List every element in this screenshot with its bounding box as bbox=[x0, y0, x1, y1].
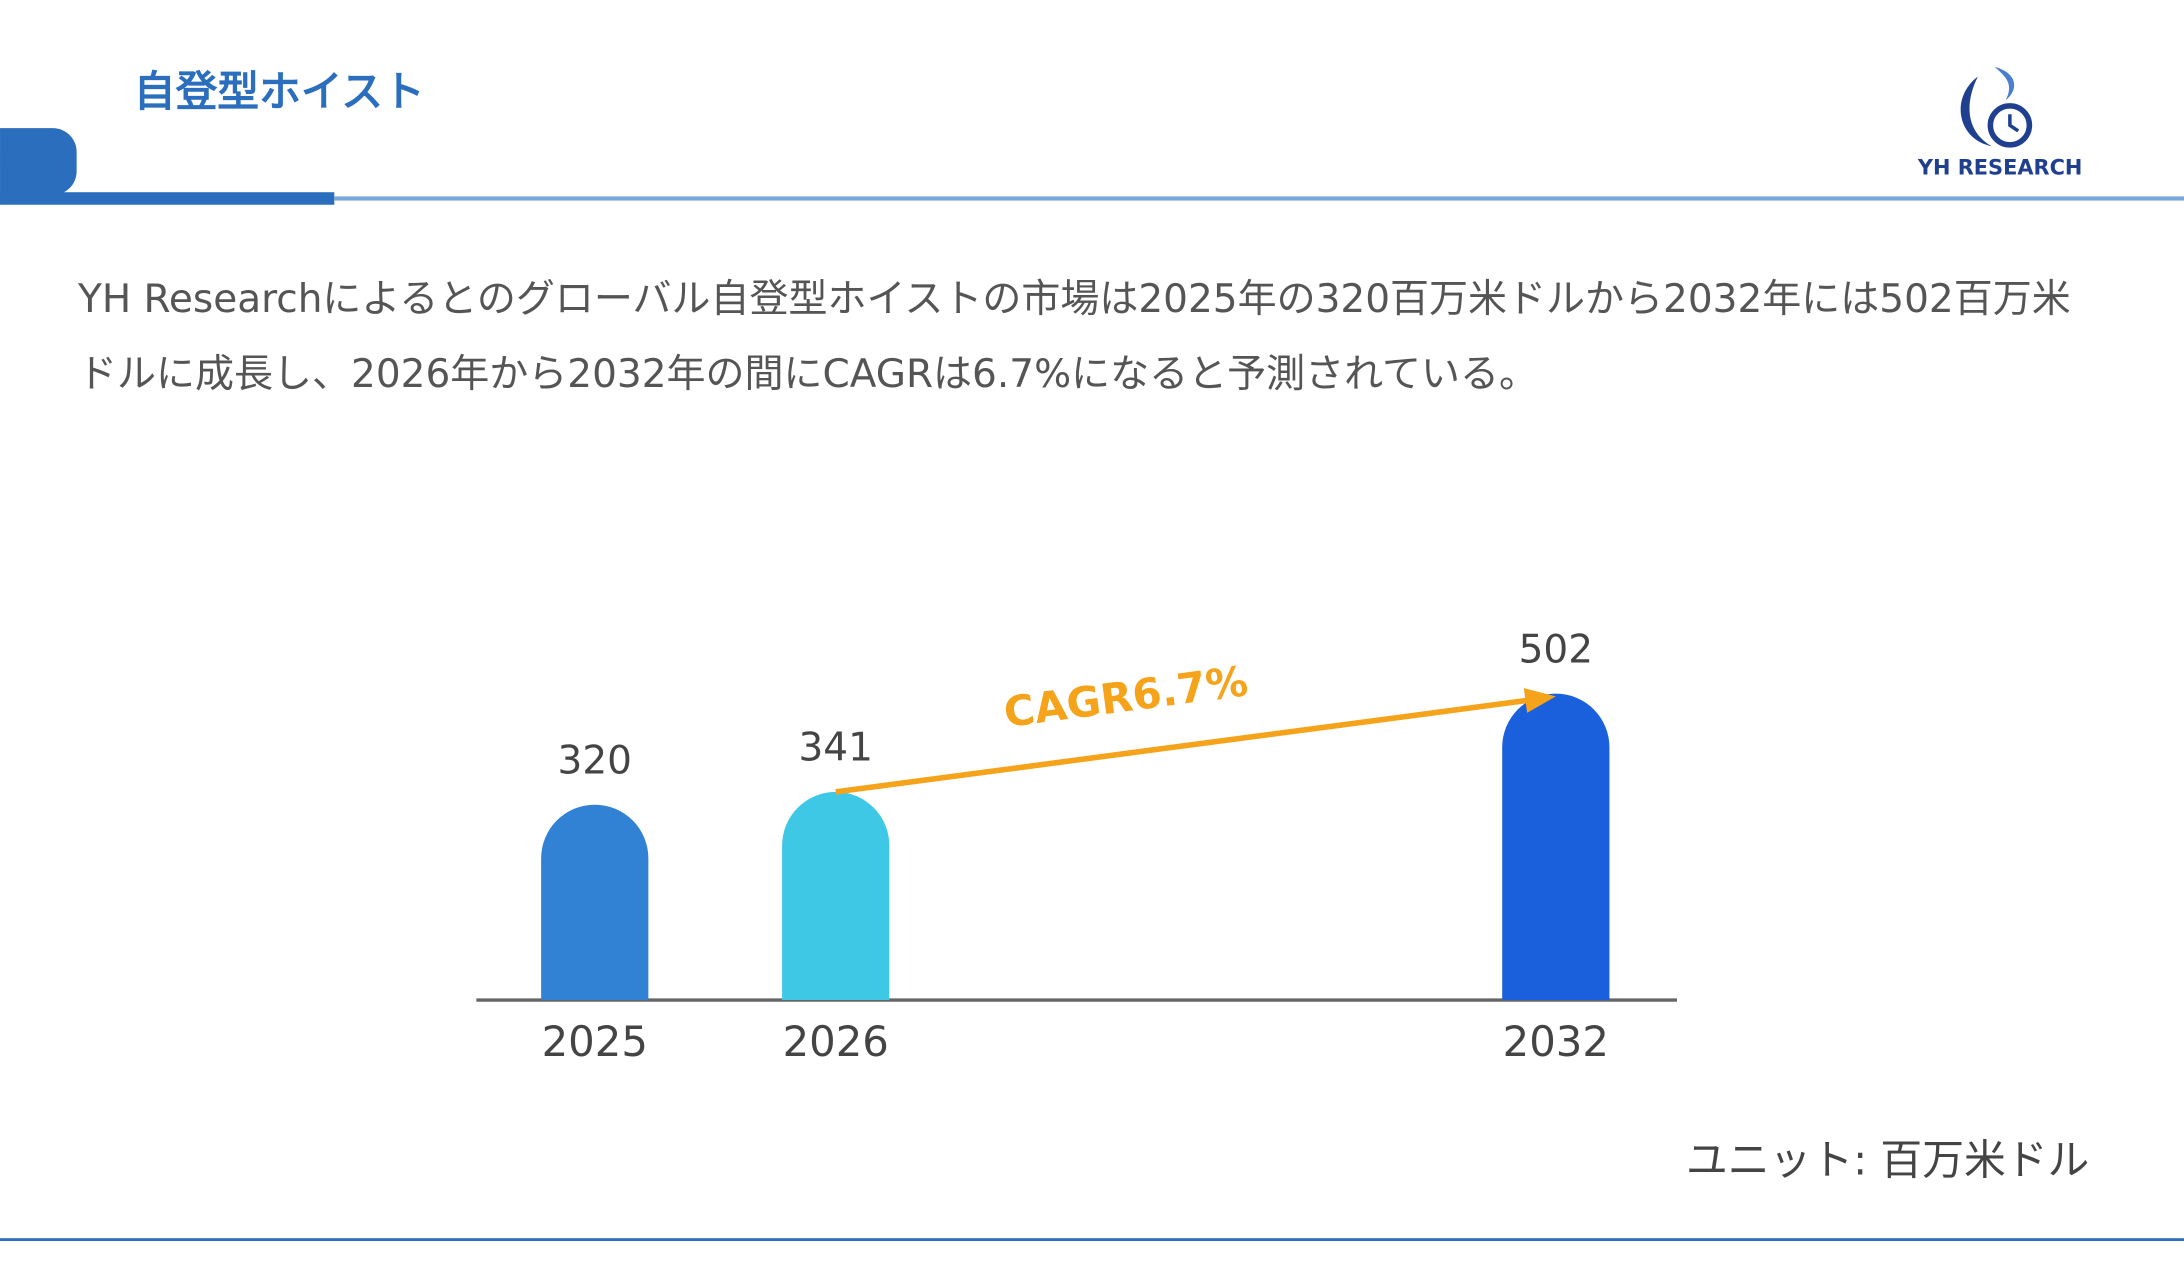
header-tab bbox=[0, 128, 77, 195]
bar bbox=[782, 791, 890, 1001]
header-bar bbox=[0, 192, 335, 205]
x-tick-label: 2032 bbox=[1503, 1017, 1609, 1066]
header-line bbox=[334, 196, 2184, 201]
x-tick-label: 2026 bbox=[783, 1017, 889, 1066]
value-label: 320 bbox=[558, 738, 632, 783]
value-label: 341 bbox=[799, 726, 873, 771]
footer-line bbox=[0, 1238, 2184, 1242]
x-tick-label: 2025 bbox=[542, 1017, 648, 1066]
logo-text: YH RESEARCH bbox=[1917, 156, 2083, 180]
bar bbox=[541, 804, 649, 1001]
cagr-label: CAGR6.7% bbox=[1001, 656, 1251, 737]
bar bbox=[1502, 693, 1610, 1001]
cagr-arrowhead bbox=[1523, 688, 1556, 713]
unit-note: ユニット: 百万米ドル bbox=[1686, 1136, 2089, 1185]
header-title: 自登型ホイスト bbox=[134, 67, 425, 116]
logo-icon bbox=[1960, 66, 2033, 148]
value-label: 502 bbox=[1519, 627, 1593, 672]
description: YH Researchによるとのグローバル自登型ホイストの市場は2025年の32… bbox=[78, 277, 2071, 397]
cagr-arrow bbox=[835, 696, 1537, 795]
